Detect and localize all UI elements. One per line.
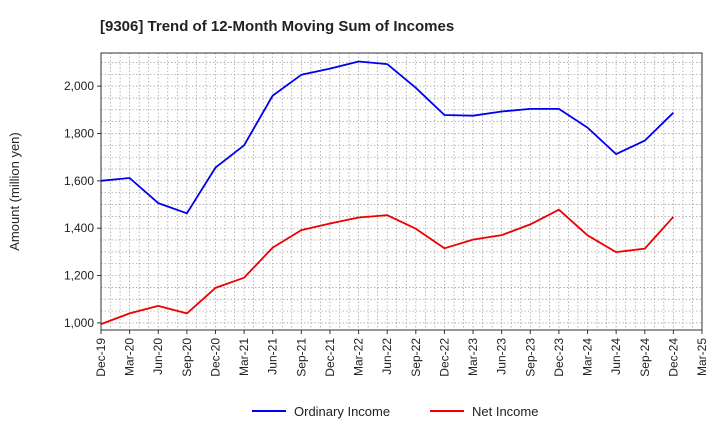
grid <box>101 53 702 330</box>
series-line-ordinary-income <box>100 60 675 215</box>
x-tick-label: Dec-21 <box>323 338 337 377</box>
x-tick-label: Mar-25 <box>695 338 709 376</box>
x-tick-label: Jun-21 <box>266 338 280 375</box>
y-tick-label: 2,000 <box>64 79 94 93</box>
y-axis: 1,000 1,200 1,400 1,600 1,800 2,000 <box>64 79 101 330</box>
x-tick-label: Dec-23 <box>552 338 566 377</box>
x-tick-label: Jun-20 <box>151 338 165 375</box>
x-axis: Dec-19 Mar-20 Jun-20 Sep-20 Dec-20 Mar-21 Jun-… <box>94 330 709 377</box>
x-tick-label: Mar-22 <box>352 338 366 376</box>
series-lines <box>100 60 675 325</box>
x-tick-label: Sep-20 <box>180 338 194 377</box>
series-line-net-income <box>100 208 675 325</box>
x-tick-label: Sep-22 <box>409 338 423 377</box>
x-tick-label: Mar-20 <box>123 338 137 376</box>
x-tick-label: Dec-22 <box>437 338 451 377</box>
legend-label-ordinary-income: Ordinary Income <box>294 404 390 419</box>
x-tick-label: Sep-24 <box>638 338 652 377</box>
x-tick-label: Mar-23 <box>466 338 480 376</box>
y-tick-label: 1,200 <box>64 269 94 283</box>
y-tick-label: 1,000 <box>64 316 94 330</box>
y-tick-label: 1,600 <box>64 174 94 188</box>
x-tick-label: Dec-19 <box>94 338 108 377</box>
x-tick-label: Dec-20 <box>208 338 222 377</box>
x-tick-label: Dec-24 <box>666 338 680 377</box>
y-axis-label: Amount (million yen) <box>7 132 22 251</box>
plot-frame <box>100 52 703 331</box>
x-tick-label: Sep-23 <box>523 338 537 377</box>
x-tick-label: Mar-24 <box>581 338 595 376</box>
legend-label-net-income: Net Income <box>472 404 538 419</box>
x-tick-label: Sep-21 <box>294 338 308 377</box>
legend: Ordinary Income Net Income <box>252 404 538 419</box>
y-tick-label: 1,400 <box>64 221 94 235</box>
x-tick-label: Jun-23 <box>495 338 509 375</box>
x-tick-label: Jun-24 <box>609 338 623 375</box>
y-tick-label: 1,800 <box>64 126 94 140</box>
chart-title: [9306] Trend of 12-Month Moving Sum of I… <box>100 18 454 35</box>
x-tick-label: Mar-21 <box>237 338 251 376</box>
x-tick-label: Jun-22 <box>380 338 394 375</box>
